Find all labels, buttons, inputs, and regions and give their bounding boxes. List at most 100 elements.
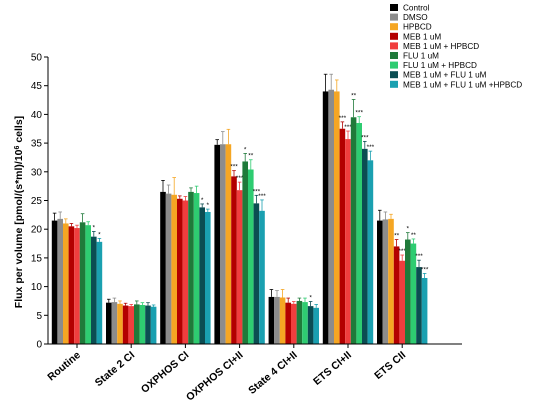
bar-group (106, 297, 157, 344)
legend-item: DMSO (390, 13, 428, 22)
bar (248, 169, 254, 344)
bar (74, 228, 80, 344)
bar (63, 223, 69, 344)
bar (199, 207, 205, 344)
significance-label: *** (258, 193, 266, 200)
x-tick-label: Routine (45, 349, 83, 383)
bar (68, 226, 75, 344)
significance-label: * (244, 146, 247, 153)
bar (122, 305, 129, 344)
bar (274, 296, 280, 344)
bar (177, 198, 183, 344)
legend-swatch (390, 61, 398, 69)
bar (193, 193, 200, 344)
bar-group: ***************** (322, 73, 375, 345)
bar (393, 246, 400, 344)
legend-item: MEB 1 uM + FLU 1 uM (390, 71, 487, 80)
bar-group: ** (51, 211, 103, 344)
bar (322, 91, 329, 344)
bar-group: *************** (214, 128, 266, 344)
x-tick-label: OXPHOS CI+II (184, 349, 246, 403)
x-tick-label: ETS CII (372, 349, 408, 382)
bar (405, 239, 411, 344)
bar (150, 306, 157, 344)
significance-label: *** (230, 164, 238, 171)
bar (421, 277, 428, 344)
y-axis-title-tail: cells] (13, 116, 25, 146)
significance-label: *** (421, 266, 429, 273)
bar (231, 176, 237, 344)
bar (416, 267, 422, 344)
bar (388, 218, 394, 344)
significance-label: *** (339, 115, 347, 122)
bar (236, 190, 243, 344)
bar (259, 210, 265, 344)
x-tick-label: OXPHOS CI (139, 349, 191, 396)
legend-swatch (390, 32, 398, 40)
bar (285, 302, 291, 344)
bar-groups: ****************************************… (51, 73, 429, 345)
bar (85, 225, 91, 344)
legend-label: MEB 1 uM + HPBCD (403, 42, 479, 51)
y-tick-label: 30 (31, 167, 43, 178)
bar (145, 305, 151, 344)
y-tick-label: 0 (36, 340, 42, 351)
bar (291, 303, 297, 344)
legend-swatch (390, 42, 398, 50)
significance-label: *** (236, 175, 244, 182)
bar (91, 236, 97, 344)
legend-item: FLU 1 uM + HPBCD (390, 61, 477, 70)
bar-group: * (268, 289, 319, 344)
bar (367, 160, 374, 344)
legend-label: MEB 1 uM (403, 32, 441, 41)
significance-label: *** (398, 248, 406, 255)
y-axis: 0 5 10 15 20 25 30 35 40 45 50 (31, 53, 49, 351)
legend-label: HPBCD (403, 23, 432, 32)
legend-label: Control (403, 4, 430, 13)
y-axis-title: Flux per volume [pmol/(s*ml)/106 cells] (13, 116, 25, 308)
y-tick-label: 5 (36, 311, 42, 322)
bar (128, 306, 134, 344)
bar (350, 117, 357, 345)
significance-label: *** (355, 110, 363, 117)
bar (139, 304, 146, 344)
bar (165, 193, 172, 344)
significance-label: * (309, 295, 312, 302)
bar (339, 128, 346, 344)
bar (242, 161, 248, 344)
legend-swatch (390, 13, 398, 21)
significance-label: * (201, 197, 204, 204)
bar (205, 211, 211, 344)
y-tick-label: 20 (31, 225, 43, 236)
y-tick-label: 45 (31, 81, 43, 92)
legend-item: HPBCD (390, 23, 432, 32)
bar (268, 296, 275, 344)
bar (220, 144, 226, 344)
bar (345, 139, 351, 344)
significance-label: * (207, 202, 210, 209)
legend-item: Control (390, 4, 430, 13)
legend-label: MEB 1 uM + FLU 1 uM (403, 71, 487, 80)
y-tick-label: 50 (31, 53, 43, 64)
bar (182, 200, 189, 344)
bar (334, 91, 340, 344)
legend-label: FLU 1 uM + HPBCD (403, 61, 477, 70)
y-tick-label: 25 (31, 196, 43, 207)
x-tick-label: State 4 CI+II (246, 349, 300, 397)
legend-swatch (390, 23, 398, 31)
bar-group: ************** (377, 209, 429, 344)
bar (57, 218, 63, 344)
legend-swatch (390, 80, 398, 88)
x-tick-label: ETS CI+II (311, 349, 354, 388)
significance-label: ** (411, 232, 417, 239)
significance-label: ** (394, 233, 400, 240)
significance-label: *** (367, 144, 375, 151)
legend-item: MEB 1 uM + FLU 1 uM +HPBCD (390, 80, 522, 89)
bar (313, 307, 319, 344)
significance-label: *** (253, 188, 261, 195)
legend-item: MEB 1 uM (390, 32, 441, 41)
bar (382, 219, 389, 344)
